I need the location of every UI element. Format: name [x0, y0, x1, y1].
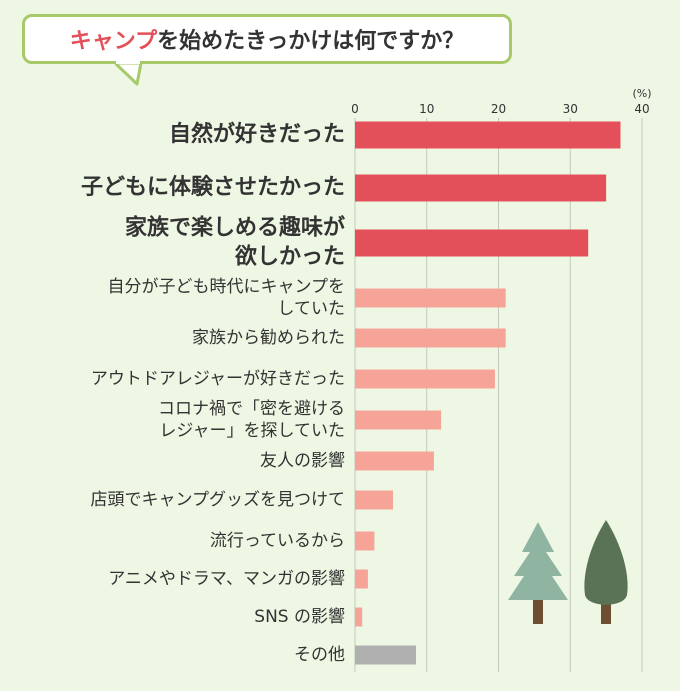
bar [355, 121, 621, 149]
category-label: 家族から勧められた [192, 328, 345, 348]
chart-title: キャンプ を始めたきっかけは何ですか？ [22, 14, 512, 64]
x-tick-label: 0 [351, 102, 359, 116]
category-label: 店頭でキャンプグッズを見つけて [91, 490, 346, 510]
category-label: 欲しかった [234, 243, 345, 269]
bar [355, 645, 416, 665]
category-label: 自然が好きだった [169, 121, 345, 147]
tree-icon-light [508, 522, 568, 624]
category-label: 流行っているから [210, 531, 345, 551]
bar [355, 288, 506, 308]
category-label: 友人の影響 [260, 451, 345, 471]
category-label: アウトドアレジャーが好きだった [91, 369, 345, 389]
category-label: 家族で楽しめる趣味が [125, 215, 345, 241]
bar [355, 607, 363, 627]
bar [355, 531, 375, 551]
x-tick-label: 10 [419, 102, 434, 116]
bar [355, 328, 506, 348]
category-label: その他 [294, 645, 345, 665]
category-label: アニメやドラマ、マンガの影響 [108, 569, 345, 589]
category-label: 子どもに体験させたかった [81, 175, 345, 200]
bar [355, 410, 442, 430]
x-tick-label: 30 [563, 102, 578, 116]
bar [355, 490, 394, 510]
chart-title-rest: を始めたきっかけは何ですか？ [157, 29, 465, 54]
chart-title-accent: キャンプ [69, 29, 158, 54]
x-tick-label: 20 [491, 102, 506, 116]
bar [355, 451, 434, 471]
category-label: SNS の影響 [254, 607, 345, 627]
category-label: レジャー」を探していた [159, 421, 345, 441]
bar [355, 369, 495, 389]
bar [355, 174, 607, 202]
category-label: していた [278, 299, 346, 319]
category-label: 自分が子ども時代にキャンプを [108, 277, 346, 297]
bar [355, 569, 368, 589]
category-label: コロナ禍で「密を避ける [158, 399, 345, 419]
bar [355, 229, 589, 257]
speech-bubble-tail-icon [115, 60, 143, 86]
unit-label: (%) [632, 87, 651, 100]
x-tick-label: 40 [634, 102, 649, 116]
tree-icon-dark [584, 520, 628, 624]
